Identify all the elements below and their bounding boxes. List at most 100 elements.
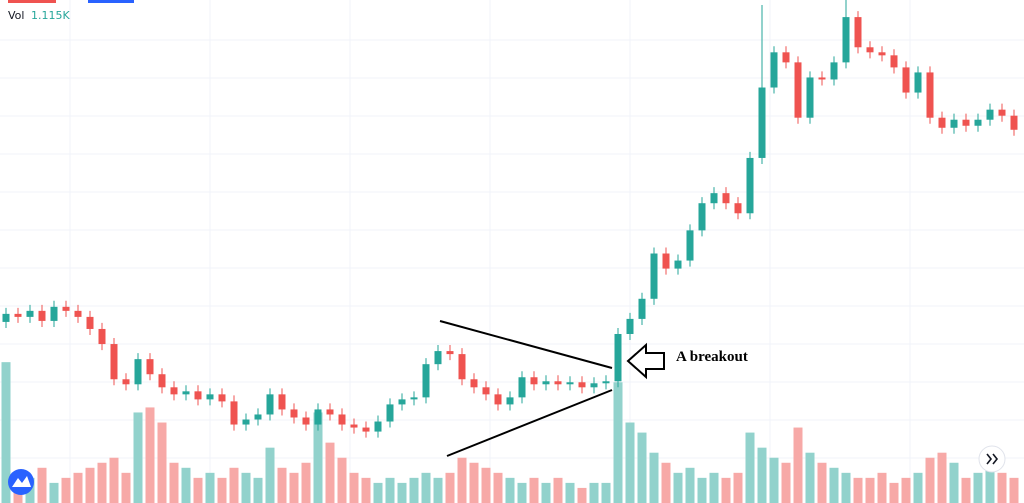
- candle-body: [854, 17, 862, 48]
- volume-bar: [349, 472, 359, 503]
- volume-bar: [997, 472, 1007, 503]
- candle-body: [422, 364, 430, 398]
- candle-body: [578, 382, 586, 388]
- candle-body: [410, 397, 418, 400]
- candle-body: [278, 394, 286, 410]
- candle-body: [146, 359, 154, 375]
- candle-body: [314, 409, 322, 425]
- candle-body: [554, 381, 562, 385]
- candle-body: [782, 52, 790, 63]
- candle-body: [62, 306, 70, 311]
- candle-body: [998, 109, 1006, 116]
- volume-bar: [925, 457, 935, 503]
- candle-body: [206, 394, 214, 400]
- candle-body: [254, 414, 262, 420]
- toolbar-edge: [8, 0, 56, 3]
- volume-bar: [973, 472, 983, 503]
- arrow: [626, 342, 665, 380]
- volume-bar: [1009, 477, 1019, 503]
- candle-body: [110, 344, 118, 380]
- candle-body: [938, 117, 946, 128]
- volume-bar: [325, 442, 335, 503]
- candle-body: [494, 394, 502, 405]
- volume-bar: [913, 472, 923, 503]
- candle-body: [350, 424, 358, 428]
- candle-body: [242, 419, 250, 425]
- volume-bar: [793, 427, 803, 503]
- volume-bar: [361, 477, 371, 503]
- candle-body: [1010, 115, 1018, 130]
- volume-bar: [865, 477, 875, 503]
- volume-bar: [49, 482, 59, 503]
- volume-bar: [289, 472, 299, 503]
- candle-body: [458, 354, 466, 380]
- candle-body: [566, 382, 574, 385]
- volume-bar: [733, 472, 743, 503]
- candle-body: [710, 193, 718, 204]
- volume-bar: [505, 477, 515, 503]
- candle-body: [866, 47, 874, 53]
- candle-body: [2, 313, 10, 322]
- candle-body: [542, 381, 550, 385]
- volume-bar: [169, 462, 179, 503]
- volume-bar: [565, 482, 575, 503]
- toolbar-edge: [88, 0, 134, 3]
- candle-body: [374, 421, 382, 432]
- candle-body: [878, 52, 886, 56]
- volume-bar: [181, 467, 191, 503]
- candle-body: [194, 391, 202, 400]
- volume-bar: [541, 482, 551, 503]
- logo[interactable]: [8, 469, 34, 495]
- volume-title: Vol: [8, 9, 24, 22]
- volume-bar: [601, 482, 611, 503]
- candle-body: [626, 318, 634, 334]
- volume-bar: [817, 462, 827, 503]
- candle-body: [698, 203, 706, 231]
- volume-bar: [85, 467, 95, 503]
- candle-body: [230, 401, 238, 425]
- volume-bar: [841, 472, 851, 503]
- candle-body: [266, 394, 274, 415]
- candle-body: [482, 387, 490, 395]
- scroll-button[interactable]: [978, 445, 1006, 473]
- candle-body: [806, 77, 814, 118]
- candle-body: [986, 109, 994, 120]
- volume-bar: [649, 452, 659, 503]
- candle-body: [218, 394, 226, 402]
- candle-body: [650, 253, 658, 299]
- trend-line: [446, 389, 613, 457]
- candle-body: [902, 67, 910, 93]
- candle-body: [674, 260, 682, 269]
- candle-body: [86, 316, 94, 329]
- volume-bar: [613, 382, 623, 503]
- candle-body: [50, 306, 58, 321]
- volume-bar: [61, 477, 71, 503]
- volume-bar: [661, 462, 671, 503]
- volume-bar: [433, 477, 443, 503]
- candle-body: [758, 87, 766, 158]
- volume-bar: [805, 452, 815, 503]
- candle-body: [950, 119, 958, 128]
- volume-bar: [277, 467, 287, 503]
- candle-body: [926, 72, 934, 118]
- candle-layer: [2, 0, 1018, 438]
- volume-bar: [889, 482, 899, 503]
- candle-body: [746, 157, 754, 214]
- candle-body: [398, 399, 406, 405]
- volume-bar: [385, 477, 395, 503]
- volume-bar: [949, 462, 959, 503]
- volume-bar: [301, 462, 311, 503]
- volume-bar: [877, 472, 887, 503]
- candle-body: [134, 359, 142, 385]
- volume-bar: [1, 362, 11, 503]
- volume-bar: [697, 477, 707, 503]
- candle-body: [962, 119, 970, 126]
- volume-bar: [685, 467, 695, 503]
- candle-body: [14, 313, 22, 317]
- volume-bar: [205, 472, 215, 503]
- candle-body: [722, 193, 730, 204]
- candle-body: [638, 298, 646, 319]
